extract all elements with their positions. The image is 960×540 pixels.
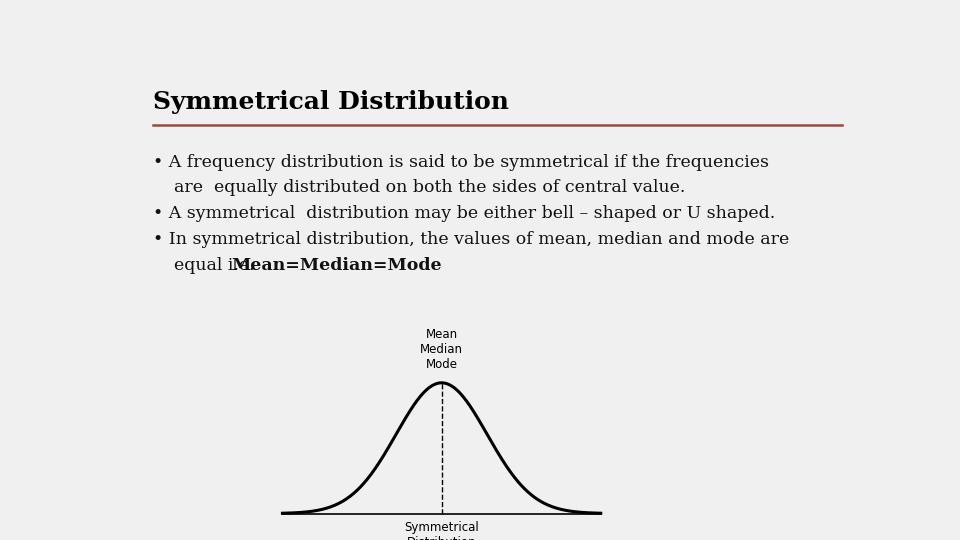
Text: equal i.e.: equal i.e. [174, 257, 265, 274]
Text: Symmetrical Distribution: Symmetrical Distribution [154, 90, 510, 114]
Text: Mean=Median=Mode: Mean=Median=Mode [231, 257, 443, 274]
Text: • A frequency distribution is said to be symmetrical if the frequencies: • A frequency distribution is said to be… [154, 154, 770, 171]
Text: • A symmetrical  distribution may be either bell – shaped or U shaped.: • A symmetrical distribution may be eith… [154, 205, 776, 222]
Text: • In symmetrical distribution, the values of mean, median and mode are: • In symmetrical distribution, the value… [154, 231, 790, 248]
Text: are  equally distributed on both the sides of central value.: are equally distributed on both the side… [174, 179, 684, 196]
Text: Mean
Median
Mode: Mean Median Mode [420, 328, 463, 371]
Text: Symmetrical
Distribution: Symmetrical Distribution [404, 521, 479, 540]
